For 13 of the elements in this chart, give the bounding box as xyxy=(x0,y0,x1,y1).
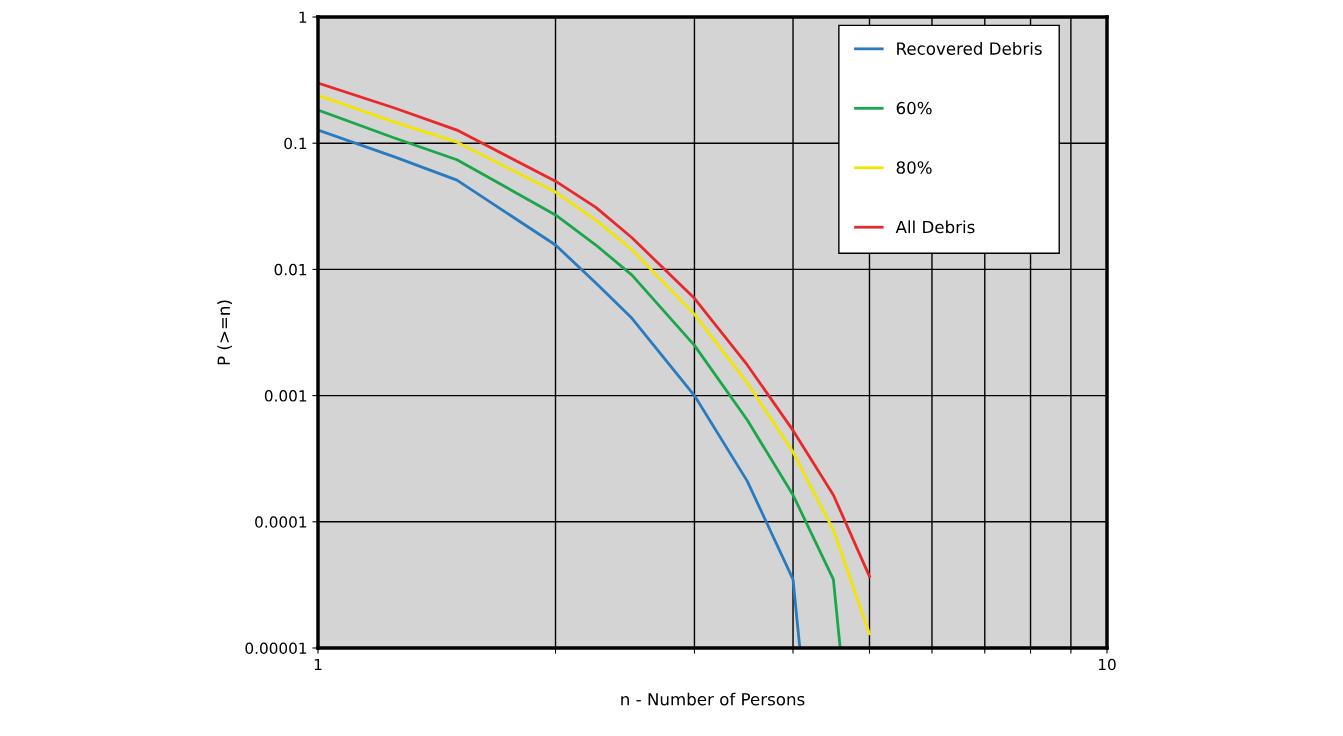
x-tick-label: 10 xyxy=(1098,658,1116,671)
y-tick-label: 0.1 xyxy=(284,137,307,150)
legend-label: 60% xyxy=(896,101,932,115)
legend-label: All Debris xyxy=(895,220,975,234)
y-tick-label: 1 xyxy=(299,11,307,23)
y-tick-label: 0.00001 xyxy=(245,642,307,655)
x-axis-title: n - Number of Persons xyxy=(621,692,805,706)
legend-label: 80% xyxy=(896,161,932,174)
y-tick-label: 0.001 xyxy=(264,390,307,402)
legend-label: Recovered Debris xyxy=(897,42,1042,55)
y-tick-label: 0.0001 xyxy=(255,516,307,528)
y-axis-title: P (>=n) xyxy=(217,300,233,365)
y-tick-label: 0.01 xyxy=(274,263,307,276)
